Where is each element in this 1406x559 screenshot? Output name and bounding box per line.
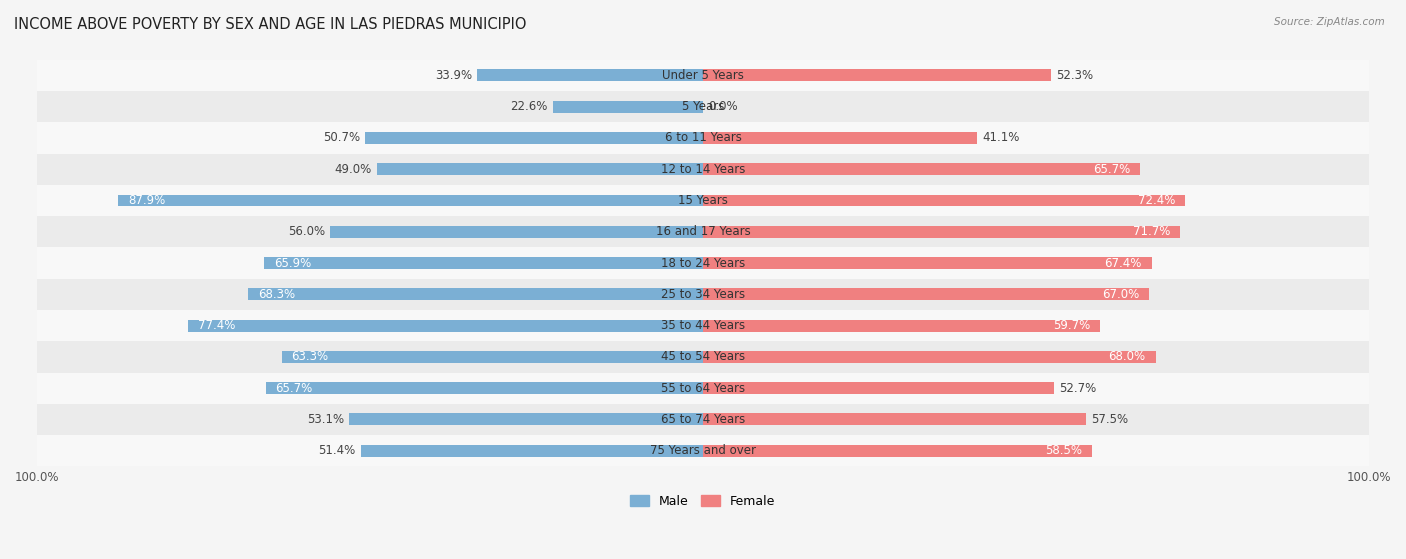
Bar: [703, 195, 1185, 206]
Bar: [37, 404, 1369, 435]
Bar: [703, 257, 1152, 269]
Text: 65.7%: 65.7%: [1092, 163, 1130, 176]
Text: 0.0%: 0.0%: [709, 100, 738, 113]
Text: 18 to 24 Years: 18 to 24 Years: [661, 257, 745, 269]
Bar: [37, 122, 1369, 154]
Text: 68.0%: 68.0%: [1108, 350, 1146, 363]
Text: 59.7%: 59.7%: [1053, 319, 1091, 332]
Text: 12 to 14 Years: 12 to 14 Years: [661, 163, 745, 176]
Text: 15 Years: 15 Years: [678, 194, 728, 207]
Bar: [330, 226, 703, 238]
Text: 67.4%: 67.4%: [1104, 257, 1142, 269]
Bar: [188, 320, 703, 331]
Bar: [350, 414, 703, 425]
Text: 33.9%: 33.9%: [434, 69, 472, 82]
Bar: [703, 320, 1101, 331]
Bar: [37, 435, 1369, 466]
Text: 72.4%: 72.4%: [1137, 194, 1175, 207]
Text: 35 to 44 Years: 35 to 44 Years: [661, 319, 745, 332]
Bar: [118, 195, 703, 206]
Text: 16 and 17 Years: 16 and 17 Years: [655, 225, 751, 238]
Text: 51.4%: 51.4%: [318, 444, 356, 457]
Text: 58.5%: 58.5%: [1046, 444, 1083, 457]
Bar: [703, 288, 1149, 300]
Bar: [37, 91, 1369, 122]
Bar: [703, 69, 1052, 81]
Text: 53.1%: 53.1%: [307, 413, 344, 426]
Bar: [703, 163, 1140, 175]
Text: 57.5%: 57.5%: [1091, 413, 1128, 426]
Text: 71.7%: 71.7%: [1133, 225, 1170, 238]
Bar: [377, 163, 703, 175]
Text: Under 5 Years: Under 5 Years: [662, 69, 744, 82]
Bar: [703, 445, 1092, 457]
Bar: [281, 351, 703, 363]
Bar: [37, 248, 1369, 279]
Bar: [249, 288, 703, 300]
Text: 63.3%: 63.3%: [291, 350, 329, 363]
Text: 87.9%: 87.9%: [128, 194, 165, 207]
Text: 67.0%: 67.0%: [1102, 288, 1139, 301]
Legend: Male, Female: Male, Female: [626, 490, 780, 513]
Text: 65 to 74 Years: 65 to 74 Years: [661, 413, 745, 426]
Text: 75 Years and over: 75 Years and over: [650, 444, 756, 457]
Bar: [37, 279, 1369, 310]
Text: 50.7%: 50.7%: [323, 131, 360, 144]
Text: 45 to 54 Years: 45 to 54 Years: [661, 350, 745, 363]
Text: 6 to 11 Years: 6 to 11 Years: [665, 131, 741, 144]
Bar: [37, 310, 1369, 341]
Text: 49.0%: 49.0%: [335, 163, 371, 176]
Text: 65.9%: 65.9%: [274, 257, 312, 269]
Bar: [266, 382, 703, 394]
Text: 52.7%: 52.7%: [1059, 382, 1097, 395]
Bar: [264, 257, 703, 269]
Text: 52.3%: 52.3%: [1056, 69, 1094, 82]
Bar: [37, 185, 1369, 216]
Bar: [703, 226, 1181, 238]
Text: 68.3%: 68.3%: [259, 288, 295, 301]
Text: 41.1%: 41.1%: [981, 131, 1019, 144]
Bar: [37, 60, 1369, 91]
Text: 65.7%: 65.7%: [276, 382, 314, 395]
Text: 77.4%: 77.4%: [198, 319, 235, 332]
Bar: [37, 154, 1369, 185]
Bar: [703, 132, 977, 144]
Text: 56.0%: 56.0%: [288, 225, 325, 238]
Bar: [37, 341, 1369, 372]
Text: INCOME ABOVE POVERTY BY SEX AND AGE IN LAS PIEDRAS MUNICIPIO: INCOME ABOVE POVERTY BY SEX AND AGE IN L…: [14, 17, 527, 32]
Bar: [37, 372, 1369, 404]
Bar: [703, 382, 1054, 394]
Bar: [703, 414, 1085, 425]
Text: 25 to 34 Years: 25 to 34 Years: [661, 288, 745, 301]
Bar: [553, 101, 703, 112]
Text: Source: ZipAtlas.com: Source: ZipAtlas.com: [1274, 17, 1385, 27]
Bar: [477, 69, 703, 81]
Bar: [37, 216, 1369, 248]
Text: 5 Years: 5 Years: [682, 100, 724, 113]
Bar: [366, 132, 703, 144]
Bar: [361, 445, 703, 457]
Text: 22.6%: 22.6%: [510, 100, 547, 113]
Text: 55 to 64 Years: 55 to 64 Years: [661, 382, 745, 395]
Bar: [703, 351, 1156, 363]
